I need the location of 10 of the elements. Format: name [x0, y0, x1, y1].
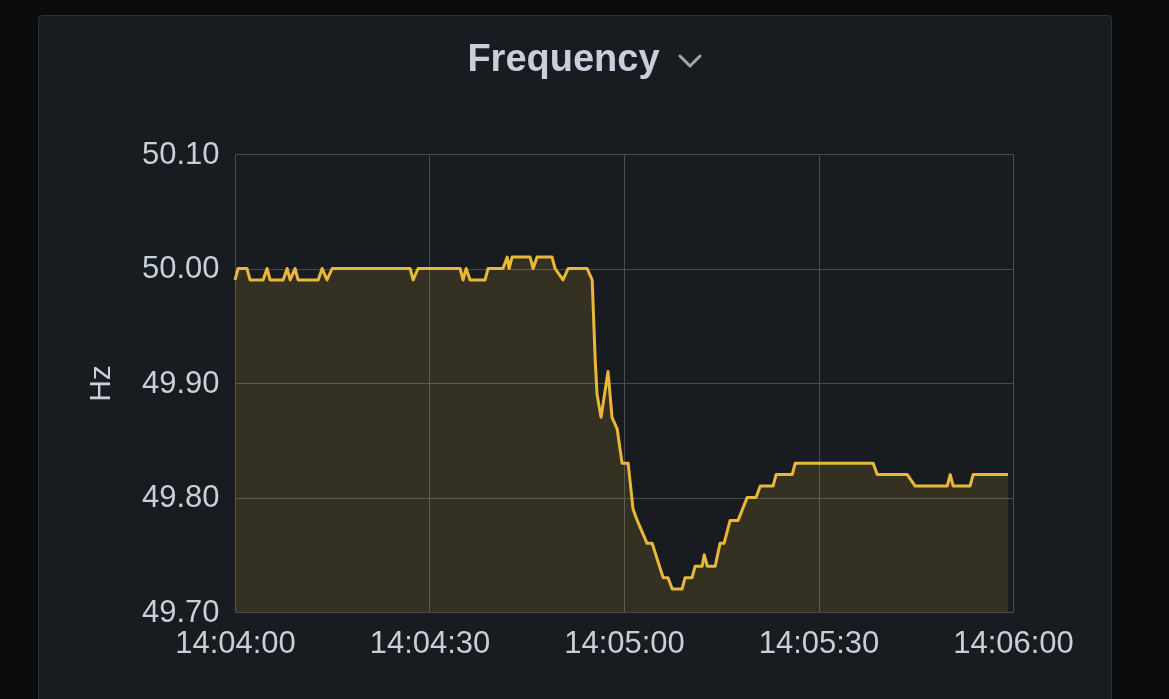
chart-title: Frequency [467, 37, 660, 79]
x-tick-label: 14:06:00 [953, 624, 1074, 660]
x-tick-label: 14:04:30 [369, 624, 491, 660]
y-axis-title: Hz [82, 365, 116, 402]
y-tick-label: 49.80 [141, 479, 220, 514]
y-tick-label: 50.10 [141, 135, 220, 171]
y-tick-label: 49.90 [141, 364, 220, 400]
x-tick-label: 14:05:00 [564, 624, 685, 660]
y-tick-label: 50.00 [141, 250, 220, 285]
x-tick-label: 14:05:30 [758, 624, 880, 660]
